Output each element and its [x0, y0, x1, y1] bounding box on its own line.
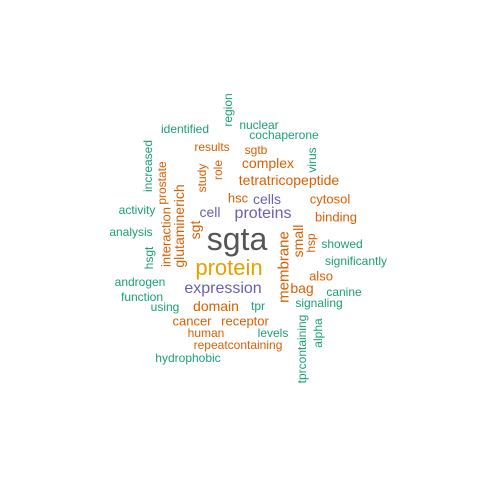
- word-showed: showed: [321, 237, 363, 251]
- word-virus: virus: [305, 147, 319, 173]
- word-signaling: signaling: [295, 296, 343, 310]
- word-region: region: [221, 93, 235, 127]
- word-canine: canine: [326, 285, 362, 299]
- word-study: study: [195, 163, 209, 193]
- word-sgt: sgt: [187, 220, 203, 240]
- word-nuclear: nuclear: [239, 118, 279, 132]
- word-hsgt: hsgt: [142, 246, 156, 270]
- word-glutaminerich: glutaminerich: [171, 184, 187, 268]
- word-levels: levels: [257, 326, 289, 340]
- word-tprcontaining: tprcontaining: [295, 314, 309, 384]
- word-sgtb: sgtb: [244, 143, 268, 157]
- word-protein: protein: [195, 255, 263, 280]
- word-interaction: interaction: [158, 207, 174, 267]
- word-human: human: [187, 326, 225, 340]
- word-hsp: hsp: [304, 233, 318, 253]
- word-activity: activity: [118, 203, 156, 217]
- word-cochaperone: cochaperone: [249, 128, 319, 142]
- word-tpr: tpr: [250, 299, 266, 313]
- word-tetratricopeptide: tetratricopeptide: [238, 172, 340, 188]
- word-cytosol: cytosol: [309, 191, 351, 207]
- word-hsc: hsc: [227, 190, 249, 206]
- word-proteins: proteins: [234, 205, 292, 222]
- word-also: also: [309, 268, 333, 284]
- word-small: small: [290, 224, 306, 258]
- word-role: role: [211, 159, 225, 181]
- word-using: using: [150, 300, 180, 314]
- word-receptor: receptor: [221, 313, 269, 329]
- word-bag: bag: [290, 280, 314, 296]
- word-expression: expression: [184, 280, 262, 297]
- word-function: function: [120, 290, 164, 304]
- word-analysis: analysis: [109, 225, 153, 239]
- word-cells: cells: [252, 191, 282, 207]
- word-cancer: cancer: [172, 313, 212, 329]
- word-prostate: prostate: [155, 161, 169, 205]
- word-repeatcontaining: repeatcontaining: [193, 338, 283, 352]
- word-sgta: sgta: [206, 221, 268, 257]
- word-cell: cell: [199, 204, 221, 220]
- word-increased: increased: [141, 139, 155, 193]
- word-identified: identified: [160, 122, 210, 136]
- word-androgen: androgen: [114, 275, 166, 289]
- word-hydrophobic: hydrophobic: [155, 351, 221, 365]
- word-significantly: significantly: [324, 254, 388, 268]
- word-binding: binding: [315, 209, 357, 225]
- word-complex: complex: [241, 155, 295, 171]
- word-results: results: [194, 140, 230, 154]
- word-alpha: alpha: [311, 318, 325, 348]
- word-domain: domain: [193, 298, 239, 314]
